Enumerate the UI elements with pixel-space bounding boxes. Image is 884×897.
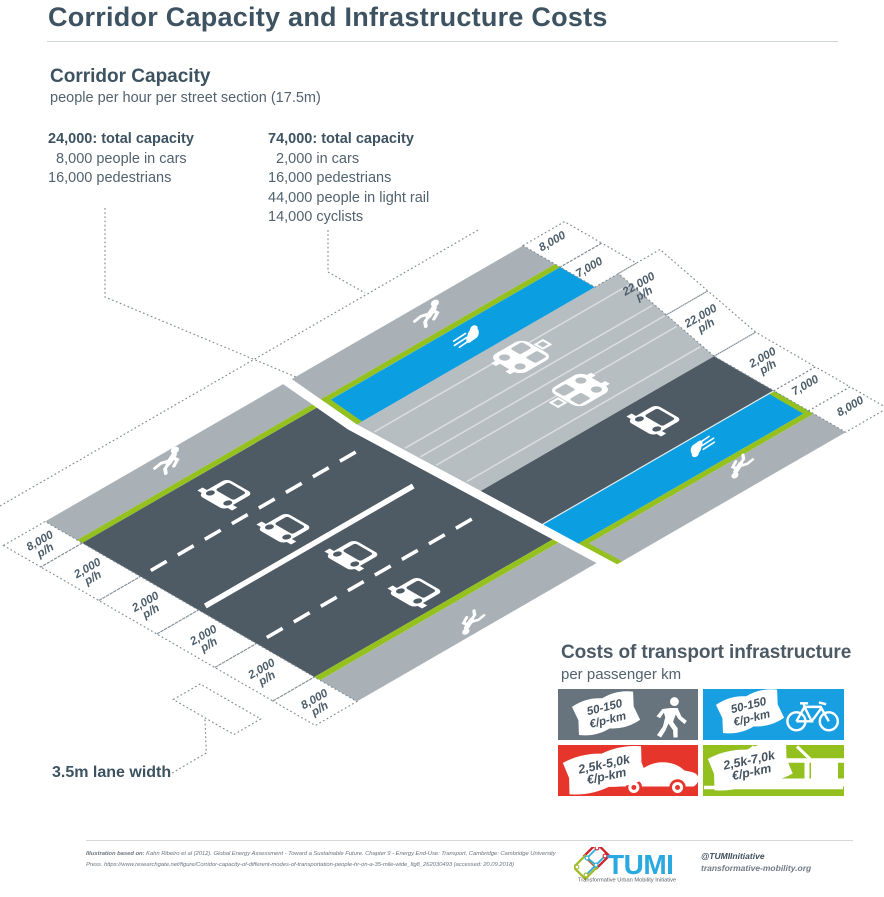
svg-text:TUMI: TUMI	[607, 849, 673, 880]
svg-text:Transformative Urban Mobility: Transformative Urban Mobility Initiative	[578, 878, 676, 884]
